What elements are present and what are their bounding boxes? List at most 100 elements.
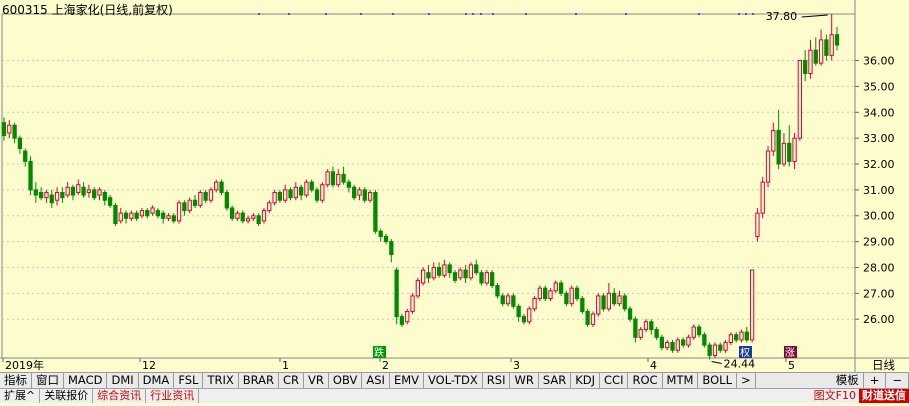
- candle-body: [240, 212, 245, 222]
- candle-body: [543, 287, 548, 300]
- candle-body: [81, 186, 86, 196]
- candle-body: [521, 316, 527, 323]
- tab-industry-info[interactable]: 行业资讯: [146, 389, 200, 403]
- candle-body: [230, 207, 235, 219]
- candle-body: [452, 272, 458, 281]
- candle-body: [1, 122, 7, 137]
- tab-mtm[interactable]: MTM: [663, 373, 699, 389]
- tab-cci[interactable]: CCI: [600, 373, 629, 389]
- tab-template[interactable]: 模板: [832, 373, 864, 389]
- zoom-in-button[interactable]: +: [864, 373, 887, 389]
- event-dot: [288, 13, 290, 15]
- x-tick-label: 3: [513, 359, 520, 372]
- tab-dma[interactable]: DMA: [139, 373, 175, 389]
- y-tick-label: 35.00: [863, 80, 895, 93]
- low-arrow: [711, 361, 722, 365]
- x-tick-label: 2019年: [5, 358, 44, 372]
- tab-vol-tdx[interactable]: VOL-TDX: [424, 373, 483, 389]
- candle-body: [474, 264, 479, 274]
- y-tick-label: 32.00: [863, 158, 895, 171]
- candle-body: [617, 295, 622, 305]
- candle-body: [744, 331, 749, 341]
- zoom-out-button[interactable]: −: [886, 373, 909, 389]
- f10-button[interactable]: 图文F10: [813, 389, 856, 402]
- period-label[interactable]: 日线: [872, 358, 895, 372]
- tab-brar[interactable]: BRAR: [239, 373, 280, 389]
- candle-body: [558, 282, 564, 294]
- candle-body: [346, 181, 352, 188]
- event-dot: [258, 13, 260, 15]
- candle-body: [696, 326, 702, 336]
- event-dot: [625, 13, 627, 15]
- candle-body: [378, 230, 383, 237]
- candle-body: [771, 129, 776, 152]
- candle-body: [787, 142, 792, 162]
- candle-body: [516, 305, 521, 318]
- event-dot: [575, 13, 577, 15]
- tab-obv[interactable]: OBV: [329, 373, 363, 389]
- candle-body: [590, 313, 596, 325]
- tab-chuangkou[interactable]: 窗口: [32, 373, 64, 389]
- tab-rsi[interactable]: RSI: [483, 373, 511, 389]
- event-badge-label: 涨: [785, 347, 795, 359]
- tab-fsl[interactable]: FSL: [174, 373, 204, 389]
- tab-more[interactable]: >: [737, 373, 756, 389]
- candle-body: [680, 339, 686, 346]
- candle-body: [643, 321, 649, 331]
- candle-body: [580, 298, 585, 312]
- tab-related-quotes[interactable]: 关联报价: [40, 389, 94, 403]
- tab-wr[interactable]: WR: [510, 373, 539, 389]
- candle-body: [182, 202, 187, 212]
- candle-body: [803, 60, 808, 74]
- candle-body: [564, 292, 569, 305]
- bottom-right-group: 图文F10 财道送信: [811, 389, 909, 403]
- candle-body: [325, 171, 330, 186]
- bottom-bar: 扩展^ 关联报价 综合资讯 行业资讯 图文F10 财道送信: [0, 388, 909, 403]
- candle-body: [38, 191, 44, 199]
- tab-expand[interactable]: 扩展^: [0, 389, 41, 403]
- candle-body: [54, 191, 60, 201]
- candle-body: [728, 334, 734, 343]
- tab-dmi[interactable]: DMI: [107, 373, 139, 389]
- tab-emv[interactable]: EMV: [390, 373, 424, 389]
- tab-asi[interactable]: ASI: [362, 373, 390, 389]
- tab-vr[interactable]: VR: [304, 373, 329, 389]
- tab-zhibiao[interactable]: 指标: [0, 373, 32, 389]
- event-dot: [428, 13, 430, 15]
- candle-body: [707, 344, 712, 356]
- candle-body: [622, 295, 627, 310]
- candle-body: [336, 173, 341, 186]
- candle-body: [569, 287, 574, 305]
- candle-body: [341, 173, 346, 183]
- candle-body: [187, 199, 192, 212]
- tab-roc[interactable]: ROC: [628, 373, 663, 389]
- tab-trix[interactable]: TRIX: [203, 373, 239, 389]
- candle-body: [808, 49, 813, 74]
- candle-body: [60, 191, 65, 199]
- candle-body: [712, 344, 718, 356]
- candle-body: [251, 215, 256, 219]
- candle-body: [436, 266, 442, 276]
- tab-cr[interactable]: CR: [279, 373, 305, 389]
- tab-kdj[interactable]: KDJ: [571, 373, 601, 389]
- event-dot: [492, 13, 494, 15]
- candle-body: [702, 334, 707, 346]
- candle-body: [362, 189, 367, 201]
- candle-body: [389, 241, 394, 256]
- candle-body: [760, 181, 765, 214]
- candle-body: [139, 210, 145, 217]
- event-dot: [745, 13, 747, 15]
- candle-body: [166, 215, 171, 219]
- candle-body: [123, 212, 129, 219]
- tab-sar[interactable]: SAR: [539, 373, 572, 389]
- candle-body: [612, 292, 617, 305]
- tab-comprehensive-info[interactable]: 综合资讯: [93, 389, 147, 403]
- candle-body: [670, 341, 675, 351]
- news-button[interactable]: 财道送信: [859, 389, 909, 403]
- candle-body: [86, 189, 92, 193]
- tab-boll[interactable]: BOLL: [698, 373, 737, 389]
- candle-body: [792, 137, 797, 162]
- tab-macd[interactable]: MACD: [64, 373, 108, 389]
